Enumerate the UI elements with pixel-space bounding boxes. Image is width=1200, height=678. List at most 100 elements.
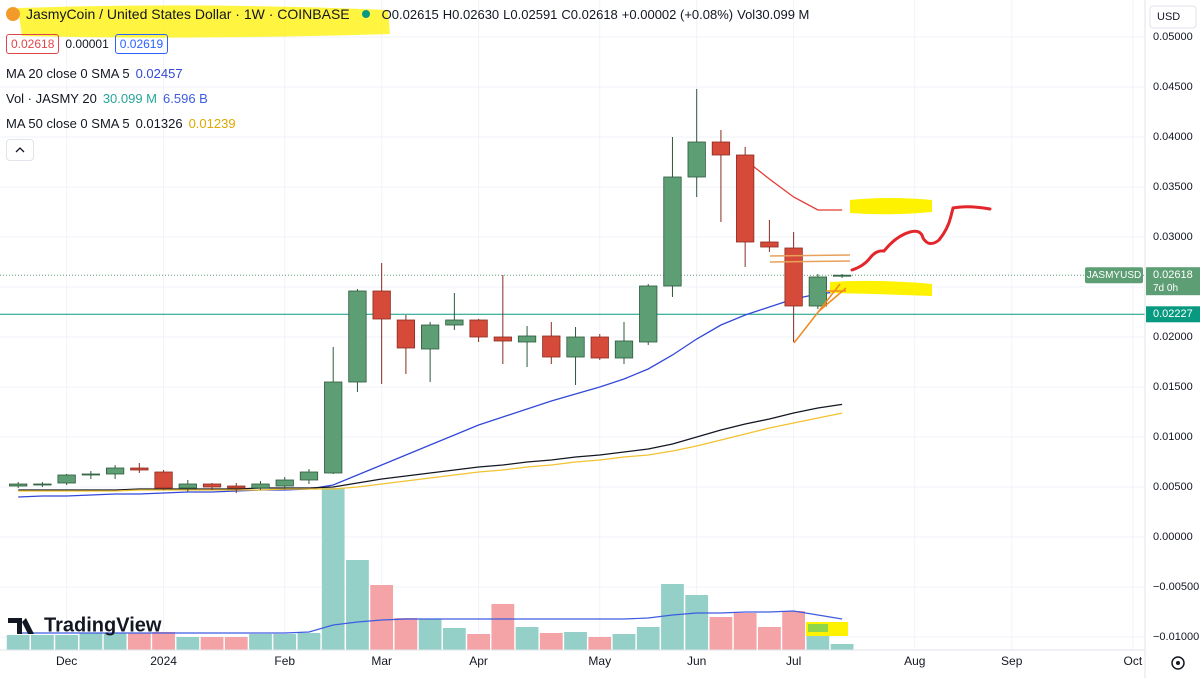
indicator-row[interactable]: MA 50 close 0 SMA 5 0.01326 0.01239	[6, 116, 236, 131]
y-tick-label: 0.05000	[1153, 31, 1193, 43]
indicator-name[interactable]: MA 20 close 0 SMA 5	[6, 66, 130, 81]
drawn-band	[769, 254, 851, 263]
candle-body	[202, 483, 222, 488]
candle-body	[445, 319, 464, 326]
gear-center[interactable]	[1176, 661, 1180, 665]
candle-body	[348, 290, 367, 383]
y-tick-label: 0.04000	[1153, 131, 1193, 143]
candle-body	[542, 335, 561, 358]
indicator-name[interactable]: Vol · JASMY 20	[6, 91, 97, 106]
chevron-path	[15, 147, 25, 153]
x-tick-label: Dec	[56, 654, 77, 668]
spread: 0.00001	[65, 37, 109, 51]
volume-bar	[685, 595, 709, 650]
ohlc: O 0.02615 H 0.02630 L 0.02591 C 0.02618 +0.0…	[382, 7, 814, 22]
market-status	[361, 10, 370, 18]
x-tick-label: Mar	[371, 654, 392, 668]
drawn-path	[850, 205, 992, 272]
gear[interactable]	[1171, 656, 1185, 670]
y-tick-label: 0.02000	[1153, 331, 1193, 343]
chevron[interactable]	[7, 140, 33, 160]
change: +0.00002 (+0.08%)	[621, 6, 734, 22]
volume-bar	[249, 634, 272, 650]
ohlc-key: H	[442, 6, 453, 22]
logo: TradingView	[8, 614, 162, 636]
highlight	[830, 280, 932, 296]
symbol-box	[1085, 267, 1143, 284]
symbol-label: JASMYUSD	[1087, 270, 1141, 281]
candle-body	[396, 319, 416, 349]
logo-mark	[8, 618, 34, 634]
x-tick-label: Sep	[1001, 654, 1023, 668]
volume-bar	[103, 633, 127, 650]
volume-bar	[709, 617, 733, 650]
candle-body	[760, 241, 779, 248]
header-row: JasmyCoin / United States Dollar · 1W · …	[6, 6, 813, 22]
indicator-row[interactable]: Vol · JASMY 20 30.099 M 6.596 B	[6, 91, 208, 106]
candle-body	[590, 336, 609, 359]
ohlc-key: L	[503, 6, 511, 22]
volume-bar	[55, 635, 79, 650]
sell-price[interactable]: 0.02618	[6, 34, 60, 54]
volume-bar	[733, 613, 757, 650]
volume-bar	[273, 634, 297, 650]
volume-bar	[127, 633, 151, 650]
vol-key: Vol	[737, 6, 756, 22]
candle-body	[808, 276, 827, 307]
candle-body	[154, 471, 173, 489]
volume-bar	[152, 632, 175, 650]
volume-bar	[346, 560, 369, 650]
candle-body	[784, 247, 803, 307]
candle-body	[493, 336, 512, 342]
candle-body	[736, 154, 755, 243]
settings-icon[interactable]	[1171, 656, 1185, 670]
logo-text: TradingView	[44, 614, 162, 636]
moving-average	[18, 403, 843, 491]
indicator-value: 0.02457	[135, 66, 183, 81]
candle-body	[130, 467, 149, 471]
volume-bar	[830, 643, 854, 650]
candle-body	[105, 467, 125, 475]
candle-body	[372, 290, 391, 320]
candle-body	[614, 340, 634, 359]
last-price-box	[1146, 267, 1200, 296]
y-tick-label: 0.04500	[1153, 81, 1193, 93]
candle-body	[421, 324, 440, 350]
drawn-line	[793, 283, 847, 344]
price-label: 0.02227	[1153, 308, 1193, 320]
countdown: 7d 0h	[1153, 283, 1178, 294]
buy-price[interactable]: 0.02619	[114, 34, 169, 54]
indicator-row[interactable]: MA 20 close 0 SMA 5 0.02457	[6, 66, 183, 81]
candle-body	[711, 141, 731, 156]
candle-body	[275, 479, 294, 487]
volume-bar	[31, 635, 54, 650]
volume-bar	[418, 619, 442, 650]
moving-average	[744, 159, 843, 211]
volume-bar	[661, 584, 684, 650]
candle-body	[324, 381, 343, 474]
volume-bar	[370, 585, 394, 650]
y-tick-label: 0.00500	[1153, 481, 1193, 493]
quote-row: 0.02618 0.00001 0.02619	[6, 34, 169, 54]
volume-ma	[18, 610, 843, 634]
volume-bar	[564, 632, 587, 650]
symbol-title[interactable]: JasmyCoin / United States Dollar · 1W · …	[26, 6, 350, 22]
volume-bar	[612, 634, 636, 650]
volume-bar	[636, 627, 660, 650]
candle-body	[469, 319, 488, 338]
indicator-value: 6.596 B	[163, 91, 208, 106]
candle-body	[832, 274, 852, 277]
indicator-value: 0.01239	[188, 116, 236, 131]
indicator-name[interactable]: MA 50 close 0 SMA 5	[6, 116, 130, 131]
ohlc-key: C	[561, 6, 571, 22]
x-tick-label: 2024	[150, 654, 177, 668]
collapse-button[interactable]	[6, 139, 34, 161]
indicator-value: 30.099 M	[102, 91, 158, 106]
y-tick-label: 0.00000	[1153, 531, 1193, 543]
moving-average	[18, 290, 843, 498]
candle-body	[227, 485, 246, 489]
x-tick-label: Feb	[274, 654, 295, 668]
